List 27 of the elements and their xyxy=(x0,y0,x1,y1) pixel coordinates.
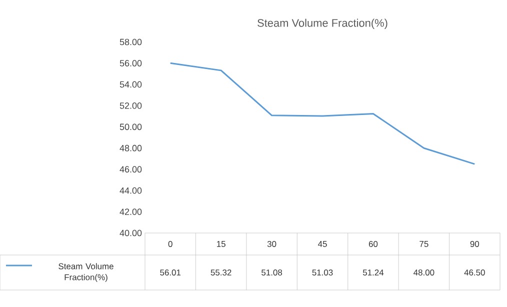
y-tick-label: 54.00 xyxy=(120,81,142,88)
data-label: 55.32 xyxy=(210,270,232,276)
x-tick-label: 90 xyxy=(470,241,480,247)
data-label: 48.00 xyxy=(414,270,434,276)
y-tick-label: 50.00 xyxy=(120,124,142,130)
x-tick-label: 45 xyxy=(318,241,327,247)
line-series xyxy=(170,62,476,165)
x-tick-label: 30 xyxy=(267,241,276,247)
y-tick-label: 56.00 xyxy=(120,60,142,66)
data-label: 51.03 xyxy=(312,270,333,276)
y-tick-label: 46.00 xyxy=(120,166,142,173)
y-tick-label: 44.00 xyxy=(120,187,142,194)
data-label: 46.50 xyxy=(464,270,485,276)
data-label: 56.01 xyxy=(160,270,181,276)
y-tick-label: 42.00 xyxy=(120,208,142,215)
y-tick-label: 52.00 xyxy=(120,102,142,109)
x-tick-label: 60 xyxy=(368,241,378,247)
data-label: 51.24 xyxy=(362,270,384,276)
y-tick-label: 58.00 xyxy=(120,38,142,46)
chart-title: Steam Volume Fraction(%) xyxy=(258,18,388,29)
y-tick-label: 40.00 xyxy=(120,230,142,236)
x-tick-label: 75 xyxy=(420,241,428,247)
text: Steam Volume Fraction(%) xyxy=(58,263,114,282)
data-label: 51.08 xyxy=(262,270,282,276)
x-tick-label: 0 xyxy=(168,241,172,247)
y-tick-label: 48.00 xyxy=(120,144,142,152)
x-tick-label: 15 xyxy=(217,241,226,247)
